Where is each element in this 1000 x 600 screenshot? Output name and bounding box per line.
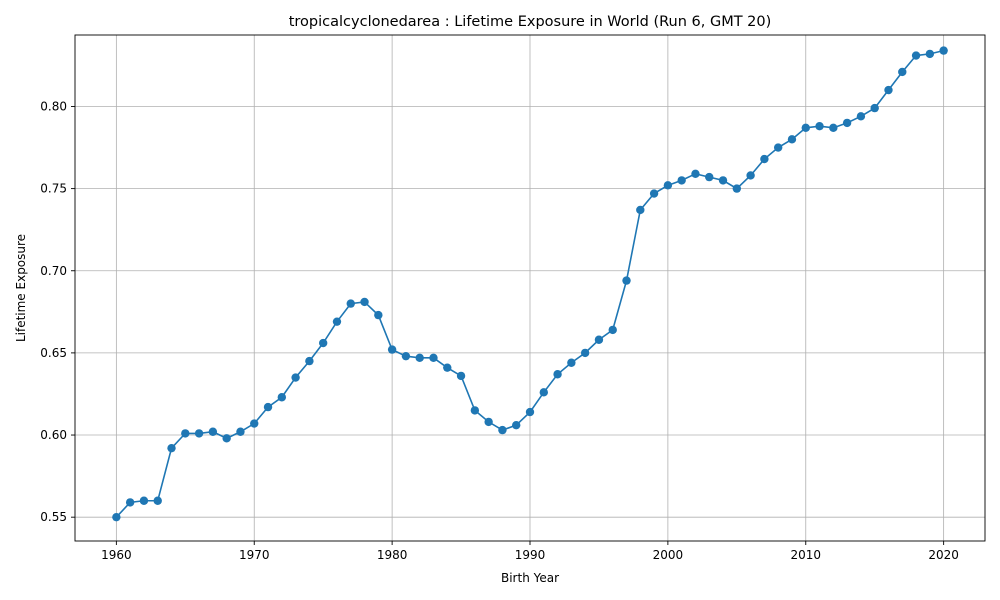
data-point — [498, 425, 507, 435]
data-point — [125, 498, 135, 507]
x-tick-label: 2000 — [653, 548, 684, 562]
x-tick-label: 1980 — [377, 548, 408, 562]
data-point — [608, 325, 617, 335]
data-point — [222, 434, 231, 443]
data-point — [360, 297, 369, 307]
data-point — [939, 46, 948, 55]
series-layer — [112, 46, 948, 522]
data-point — [443, 363, 452, 372]
data-point — [663, 181, 673, 190]
data-point — [415, 353, 424, 363]
data-point — [815, 121, 824, 131]
data-point — [208, 427, 218, 436]
y-tick-label: 0.55 — [40, 510, 67, 524]
x-tick-label: 1990 — [515, 548, 546, 562]
data-point — [139, 496, 149, 505]
y-tick-label: 0.75 — [40, 182, 67, 196]
data-point — [401, 351, 411, 361]
y-tick-label: 0.80 — [40, 99, 67, 113]
data-point — [718, 176, 728, 185]
y-axis: 0.55 0.60 0.65 0.70 0.75 0.80 — [40, 99, 75, 524]
data-point — [677, 176, 686, 185]
data-point — [470, 406, 480, 415]
data-point — [194, 429, 204, 438]
data-point — [484, 417, 493, 427]
grid — [75, 35, 985, 541]
x-tick-label: 2020 — [928, 548, 959, 562]
data-point — [277, 393, 287, 402]
data-point — [746, 171, 755, 180]
data-point — [263, 402, 273, 412]
data-point — [525, 407, 535, 417]
data-point — [580, 348, 590, 358]
data-point — [842, 118, 852, 128]
data-point — [760, 154, 769, 164]
data-point — [305, 356, 314, 366]
data-point — [691, 169, 700, 179]
data-point — [898, 67, 907, 77]
data-point — [374, 310, 383, 320]
y-tick-label: 0.70 — [40, 264, 67, 278]
data-point — [387, 345, 397, 354]
data-point — [539, 388, 548, 397]
data-point — [870, 103, 879, 113]
data-point — [291, 373, 300, 382]
data-point — [167, 443, 176, 453]
data-point — [153, 496, 162, 505]
data-point — [236, 427, 245, 436]
chart-title: tropicalcyclonedarea : Lifetime Exposure… — [289, 14, 772, 30]
data-point — [512, 420, 521, 430]
data-point — [732, 184, 742, 193]
data-point — [829, 123, 838, 133]
data-point — [636, 205, 645, 215]
data-point — [456, 371, 466, 381]
data-point — [332, 317, 342, 326]
data-point — [553, 370, 562, 379]
data-point — [705, 172, 714, 182]
data-point — [649, 189, 659, 198]
data-point — [856, 112, 866, 121]
y-tick-label: 0.65 — [40, 346, 67, 360]
data-point — [884, 85, 893, 95]
data-point — [346, 299, 355, 308]
y-axis-label: Lifetime Exposure — [14, 234, 28, 342]
data-point — [801, 123, 810, 133]
x-axis-label: Birth Year — [501, 571, 559, 585]
y-tick-label: 0.60 — [40, 428, 67, 442]
data-point — [911, 51, 921, 60]
data-point — [925, 49, 935, 59]
data-point — [622, 276, 631, 285]
data-point — [181, 429, 190, 438]
data-point — [787, 135, 797, 144]
x-tick-label: 1960 — [101, 548, 132, 562]
data-point — [318, 338, 328, 348]
data-point — [773, 143, 783, 152]
data-point — [112, 512, 121, 522]
data-point — [567, 358, 576, 367]
x-tick-label: 2010 — [790, 548, 821, 562]
x-tick-label: 1970 — [239, 548, 270, 562]
data-point — [429, 353, 438, 363]
data-point — [250, 419, 259, 428]
data-point — [594, 335, 604, 344]
x-axis: 1960 1970 1980 1990 2000 2010 2020 — [101, 541, 959, 562]
